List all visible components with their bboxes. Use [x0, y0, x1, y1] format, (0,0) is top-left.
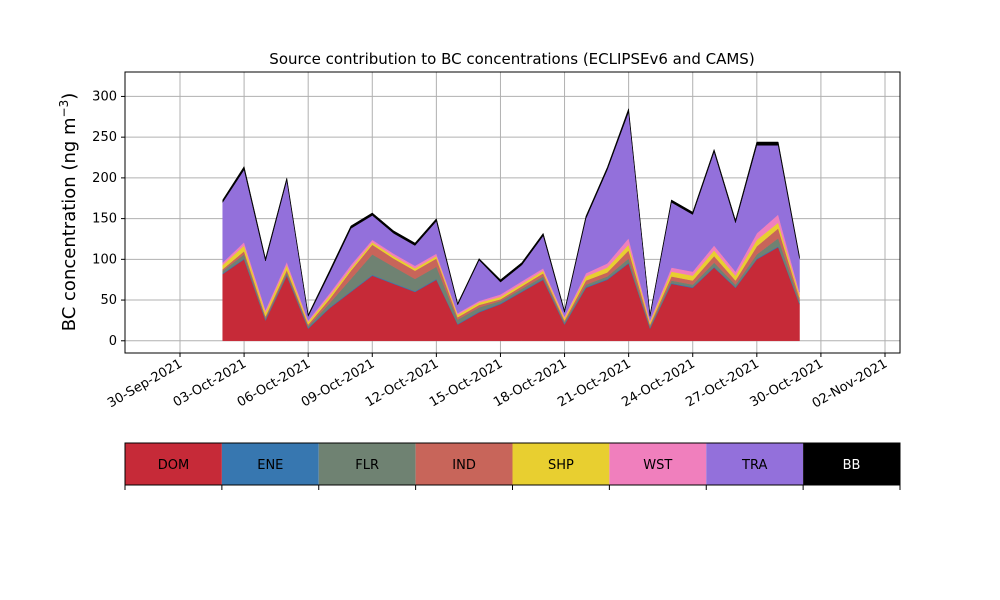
legend-label-flr: FLR	[355, 458, 379, 473]
stacked-areas	[222, 108, 800, 342]
legend-swatch-ene	[221, 443, 319, 485]
area-bb	[222, 108, 800, 318]
y-tick-label: 50	[100, 293, 117, 308]
legend-swatch-wst	[609, 443, 707, 485]
y-tick-label: 0	[109, 334, 117, 349]
legend-swatch-tra	[706, 443, 804, 485]
y-tick-label: 250	[92, 130, 117, 145]
legend-label-ind: IND	[452, 458, 476, 473]
legend-label-bb: BB	[843, 458, 861, 473]
legend-swatch-dom	[125, 443, 222, 485]
y-axis-label-exponent: −3	[57, 100, 71, 118]
chart-title: Source contribution to BC concentrations…	[269, 50, 754, 68]
legend-label-tra: TRA	[741, 458, 767, 473]
legend-swatch-ind	[415, 443, 513, 485]
x-axis: 30-Sep-202103-Oct-202106-Oct-202109-Oct-…	[105, 353, 890, 411]
y-tick-label: 300	[92, 89, 117, 104]
y-tick-label: 150	[92, 212, 117, 227]
y-tick-label: 200	[92, 171, 117, 186]
legend-label-ene: ENE	[257, 458, 283, 473]
y-axis: 0 50 100 150 200 250 300	[92, 89, 125, 349]
legend-label-wst: WST	[643, 458, 672, 473]
y-axis-label: BC concentration (ng m−3)	[57, 93, 80, 332]
legend-colorbar: DOM ENE FLR IND SHP WST TRA BB	[124, 442, 901, 490]
legend-swatch-shp	[512, 443, 610, 485]
y-axis-label-close: )	[59, 93, 80, 100]
legend-label-shp: SHP	[548, 458, 574, 473]
grid	[125, 72, 900, 353]
legend-swatch-bb	[803, 443, 900, 485]
plot-frame	[124, 71, 901, 354]
y-tick-label: 100	[92, 252, 117, 267]
legend-label-dom: DOM	[158, 458, 189, 473]
legend-swatch-flr	[318, 443, 416, 485]
